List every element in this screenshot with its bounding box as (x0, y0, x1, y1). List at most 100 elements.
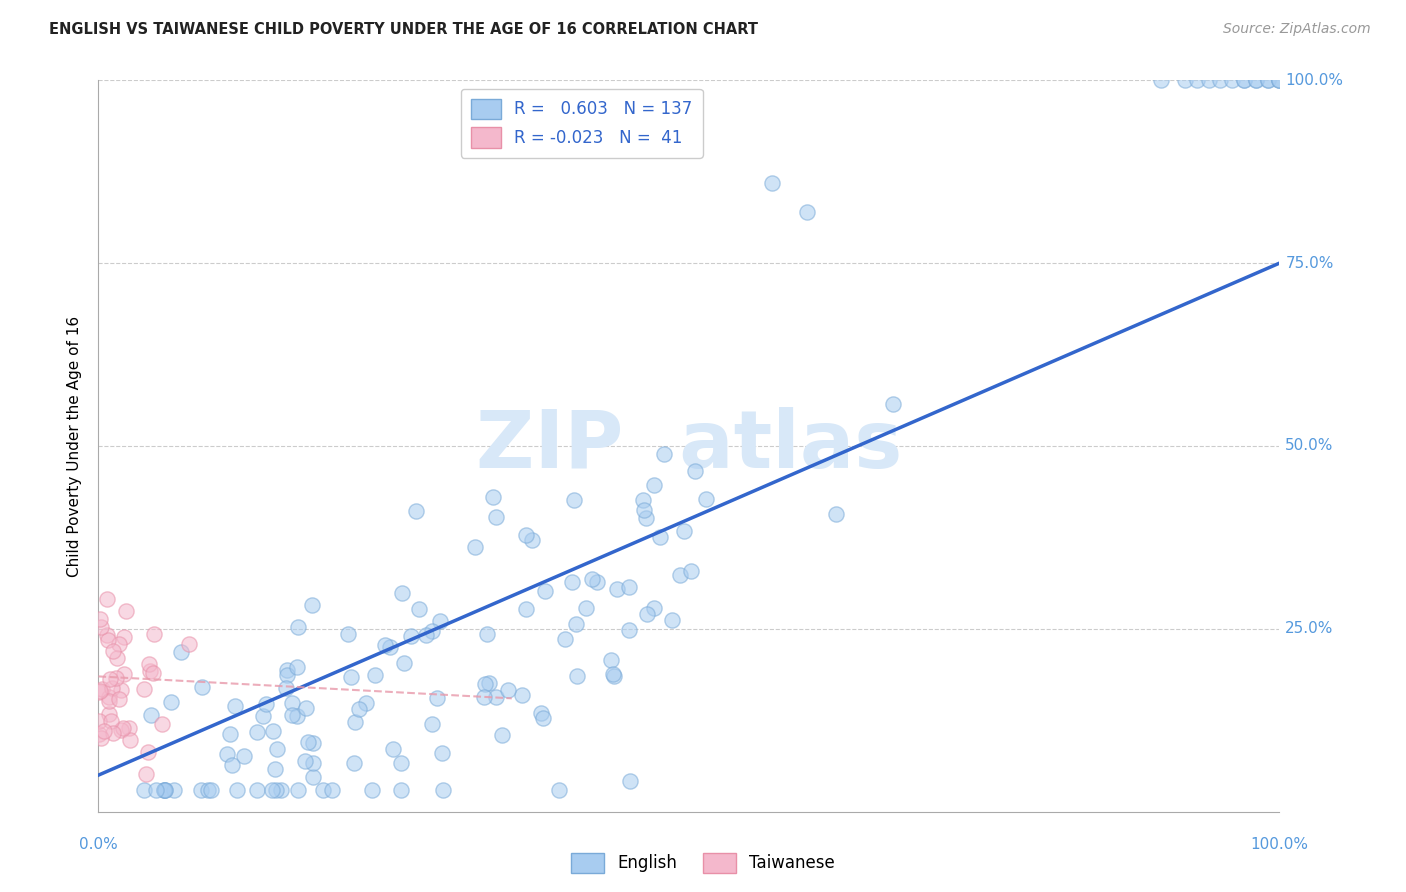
Point (114, 666, 136, 681)
Point (301, 756, 323, 770)
Point (1220, 73, 1243, 87)
Point (581, 572, 603, 586)
Point (266, 741, 288, 756)
Point (679, 564, 702, 578)
Point (281, 696, 304, 710)
Point (100, 714, 122, 729)
Point (276, 664, 298, 678)
Legend: R =   0.603   N = 137, R = -0.023   N =  41: R = 0.603 N = 137, R = -0.023 N = 41 (461, 88, 703, 158)
Point (363, 667, 385, 681)
Point (295, 701, 318, 715)
Point (617, 623, 640, 637)
Point (631, 492, 654, 507)
Text: 50.0%: 50.0% (1285, 439, 1334, 453)
Point (643, 600, 665, 615)
Point (464, 540, 486, 554)
Point (114, 604, 136, 618)
Point (530, 706, 553, 721)
Point (343, 756, 366, 771)
Point (89, 612, 111, 626)
Point (1233, 73, 1256, 87)
Point (98, 672, 121, 686)
Point (107, 637, 129, 651)
Point (110, 723, 132, 737)
Point (561, 574, 583, 589)
Point (695, 491, 717, 506)
Point (143, 626, 166, 640)
Point (430, 747, 453, 761)
Point (491, 728, 513, 742)
Point (152, 782, 174, 797)
Point (1257, 73, 1279, 87)
Point (89, 684, 111, 698)
Point (302, 736, 325, 750)
Point (648, 530, 671, 544)
Point (197, 782, 219, 797)
Point (160, 695, 183, 709)
Point (600, 652, 623, 666)
Point (378, 640, 401, 654)
Point (391, 586, 413, 600)
Point (619, 580, 641, 594)
Point (153, 782, 176, 797)
Point (262, 724, 284, 739)
Point (287, 782, 309, 797)
Point (294, 754, 316, 768)
Point (90, 731, 112, 745)
Point (661, 613, 683, 627)
Point (683, 464, 706, 478)
Point (554, 632, 576, 647)
Point (200, 782, 222, 797)
Point (761, 176, 783, 190)
Point (224, 698, 246, 713)
Point (1268, 73, 1291, 87)
Point (531, 711, 554, 725)
Point (110, 682, 132, 697)
Point (285, 660, 308, 674)
Point (1244, 73, 1267, 87)
Point (141, 708, 163, 723)
Point (104, 672, 127, 686)
Point (1233, 73, 1256, 87)
Point (354, 696, 377, 710)
Point (177, 637, 200, 651)
Point (347, 701, 370, 715)
Point (97, 690, 120, 705)
Point (575, 601, 598, 615)
Point (276, 667, 298, 681)
Point (142, 665, 165, 680)
Point (226, 782, 249, 797)
Point (145, 782, 167, 797)
Point (643, 478, 665, 492)
Point (312, 782, 335, 797)
Point (381, 742, 404, 756)
Point (474, 677, 496, 691)
Text: 75.0%: 75.0% (1285, 256, 1334, 270)
Text: 100.0%: 100.0% (1285, 73, 1343, 87)
Point (510, 688, 533, 702)
Point (155, 782, 177, 797)
Point (97, 632, 120, 647)
Text: ZIP  atlas: ZIP atlas (475, 407, 903, 485)
Text: ENGLISH VS TAIWANESE CHILD POVERTY UNDER THE AGE OF 16 CORRELATION CHART: ENGLISH VS TAIWANESE CHILD POVERTY UNDER… (49, 22, 758, 37)
Point (1244, 73, 1267, 87)
Point (415, 628, 437, 642)
Point (401, 629, 423, 643)
Point (1174, 73, 1197, 87)
Point (1198, 73, 1220, 87)
Point (101, 644, 124, 658)
Point (138, 664, 160, 678)
Point (134, 782, 156, 797)
Point (118, 721, 141, 735)
Point (170, 645, 193, 659)
Text: Source: ZipAtlas.com: Source: ZipAtlas.com (1223, 22, 1371, 37)
Point (668, 568, 690, 582)
Point (485, 690, 508, 704)
Point (606, 582, 628, 596)
Point (90, 681, 112, 696)
Point (233, 749, 256, 764)
Point (112, 721, 135, 735)
Point (565, 617, 588, 632)
Point (87, 726, 110, 740)
Point (163, 782, 186, 797)
